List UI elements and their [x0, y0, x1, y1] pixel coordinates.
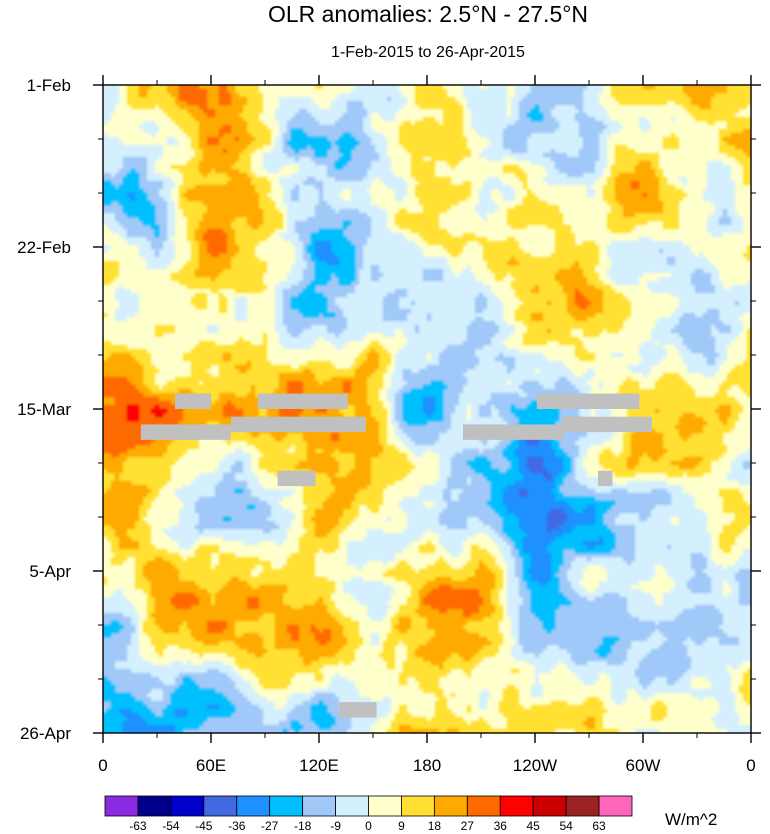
colorbar-label: 27	[461, 819, 475, 833]
colorbar-label: 54	[559, 819, 573, 833]
colorbar-label: 0	[365, 819, 372, 833]
colorbar-label: 36	[494, 819, 508, 833]
y-tick-label: 5-Apr	[29, 562, 71, 581]
colorbar-swatch	[368, 795, 402, 817]
colorbar-swatch	[598, 795, 633, 817]
y-tick-label: 22-Feb	[17, 238, 71, 257]
colorbar: -63 -54 -45 -36 -27 -18 -9 0 9 18 27 36 45 54 63	[104, 795, 633, 833]
x-axis-labels: 0 60E 120E 180 120W 60W 0	[98, 756, 755, 775]
x-tick-label: 0	[98, 756, 107, 775]
missing-data-block	[230, 416, 366, 433]
colorbar-label: 63	[592, 819, 606, 833]
colorbar-label: -18	[294, 819, 312, 833]
colorbar-swatch	[269, 795, 304, 817]
missing-data-block	[598, 470, 613, 487]
colorbar-swatch	[466, 795, 501, 817]
colorbar-label: -45	[195, 819, 213, 833]
colorbar-swatch	[302, 795, 336, 817]
colorbar-units: W/m^2	[665, 810, 717, 829]
axis-ticks	[93, 75, 761, 743]
colorbar-swatch	[499, 795, 534, 817]
colorbar-swatch	[170, 795, 205, 817]
colorbar-swatch	[203, 795, 238, 817]
missing-data-block	[338, 702, 377, 718]
y-tick-label: 1-Feb	[27, 76, 71, 95]
colorbar-label: 18	[428, 819, 442, 833]
missing-data-block	[463, 424, 564, 440]
x-tick-label: 60W	[626, 756, 661, 775]
colorbar-label: -36	[228, 819, 246, 833]
missing-data-block	[536, 393, 640, 409]
colorbar-swatch	[335, 795, 369, 817]
missing-data-block	[277, 470, 316, 487]
missing-data-block	[562, 416, 652, 433]
y-tick-label: 26-Apr	[20, 724, 71, 743]
chart-title: OLR anomalies: 2.5°N - 27.5°N	[268, 1, 588, 27]
colorbar-swatch	[401, 795, 435, 817]
missing-data-block	[140, 424, 231, 440]
colorbar-label: -27	[261, 819, 279, 833]
x-tick-label: 120E	[299, 756, 339, 775]
missing-data-block	[257, 393, 348, 409]
colorbar-swatch	[104, 795, 139, 817]
missing-data-layer	[140, 393, 652, 718]
x-tick-label: 120W	[513, 756, 557, 775]
x-tick-label: 180	[413, 756, 441, 775]
colorbar-swatch	[433, 795, 468, 817]
chart-subtitle: 1-Feb-2015 to 26-Apr-2015	[331, 44, 525, 61]
colorbar-swatch	[565, 795, 600, 817]
colorbar-swatch	[137, 795, 172, 817]
colorbar-label: -63	[129, 819, 147, 833]
colorbar-swatch	[532, 795, 567, 817]
y-axis-labels: 1-Feb 22-Feb 15-Mar 5-Apr 26-Apr	[17, 76, 71, 743]
x-tick-label: 60E	[196, 756, 226, 775]
y-tick-label: 15-Mar	[17, 400, 71, 419]
x-tick-label: 0	[746, 756, 755, 775]
missing-data-block	[175, 393, 211, 409]
colorbar-label: -9	[330, 819, 341, 833]
colorbar-label: 9	[398, 819, 405, 833]
colorbar-swatch	[236, 795, 271, 817]
colorbar-label: -54	[162, 819, 180, 833]
colorbar-label: 45	[527, 819, 541, 833]
